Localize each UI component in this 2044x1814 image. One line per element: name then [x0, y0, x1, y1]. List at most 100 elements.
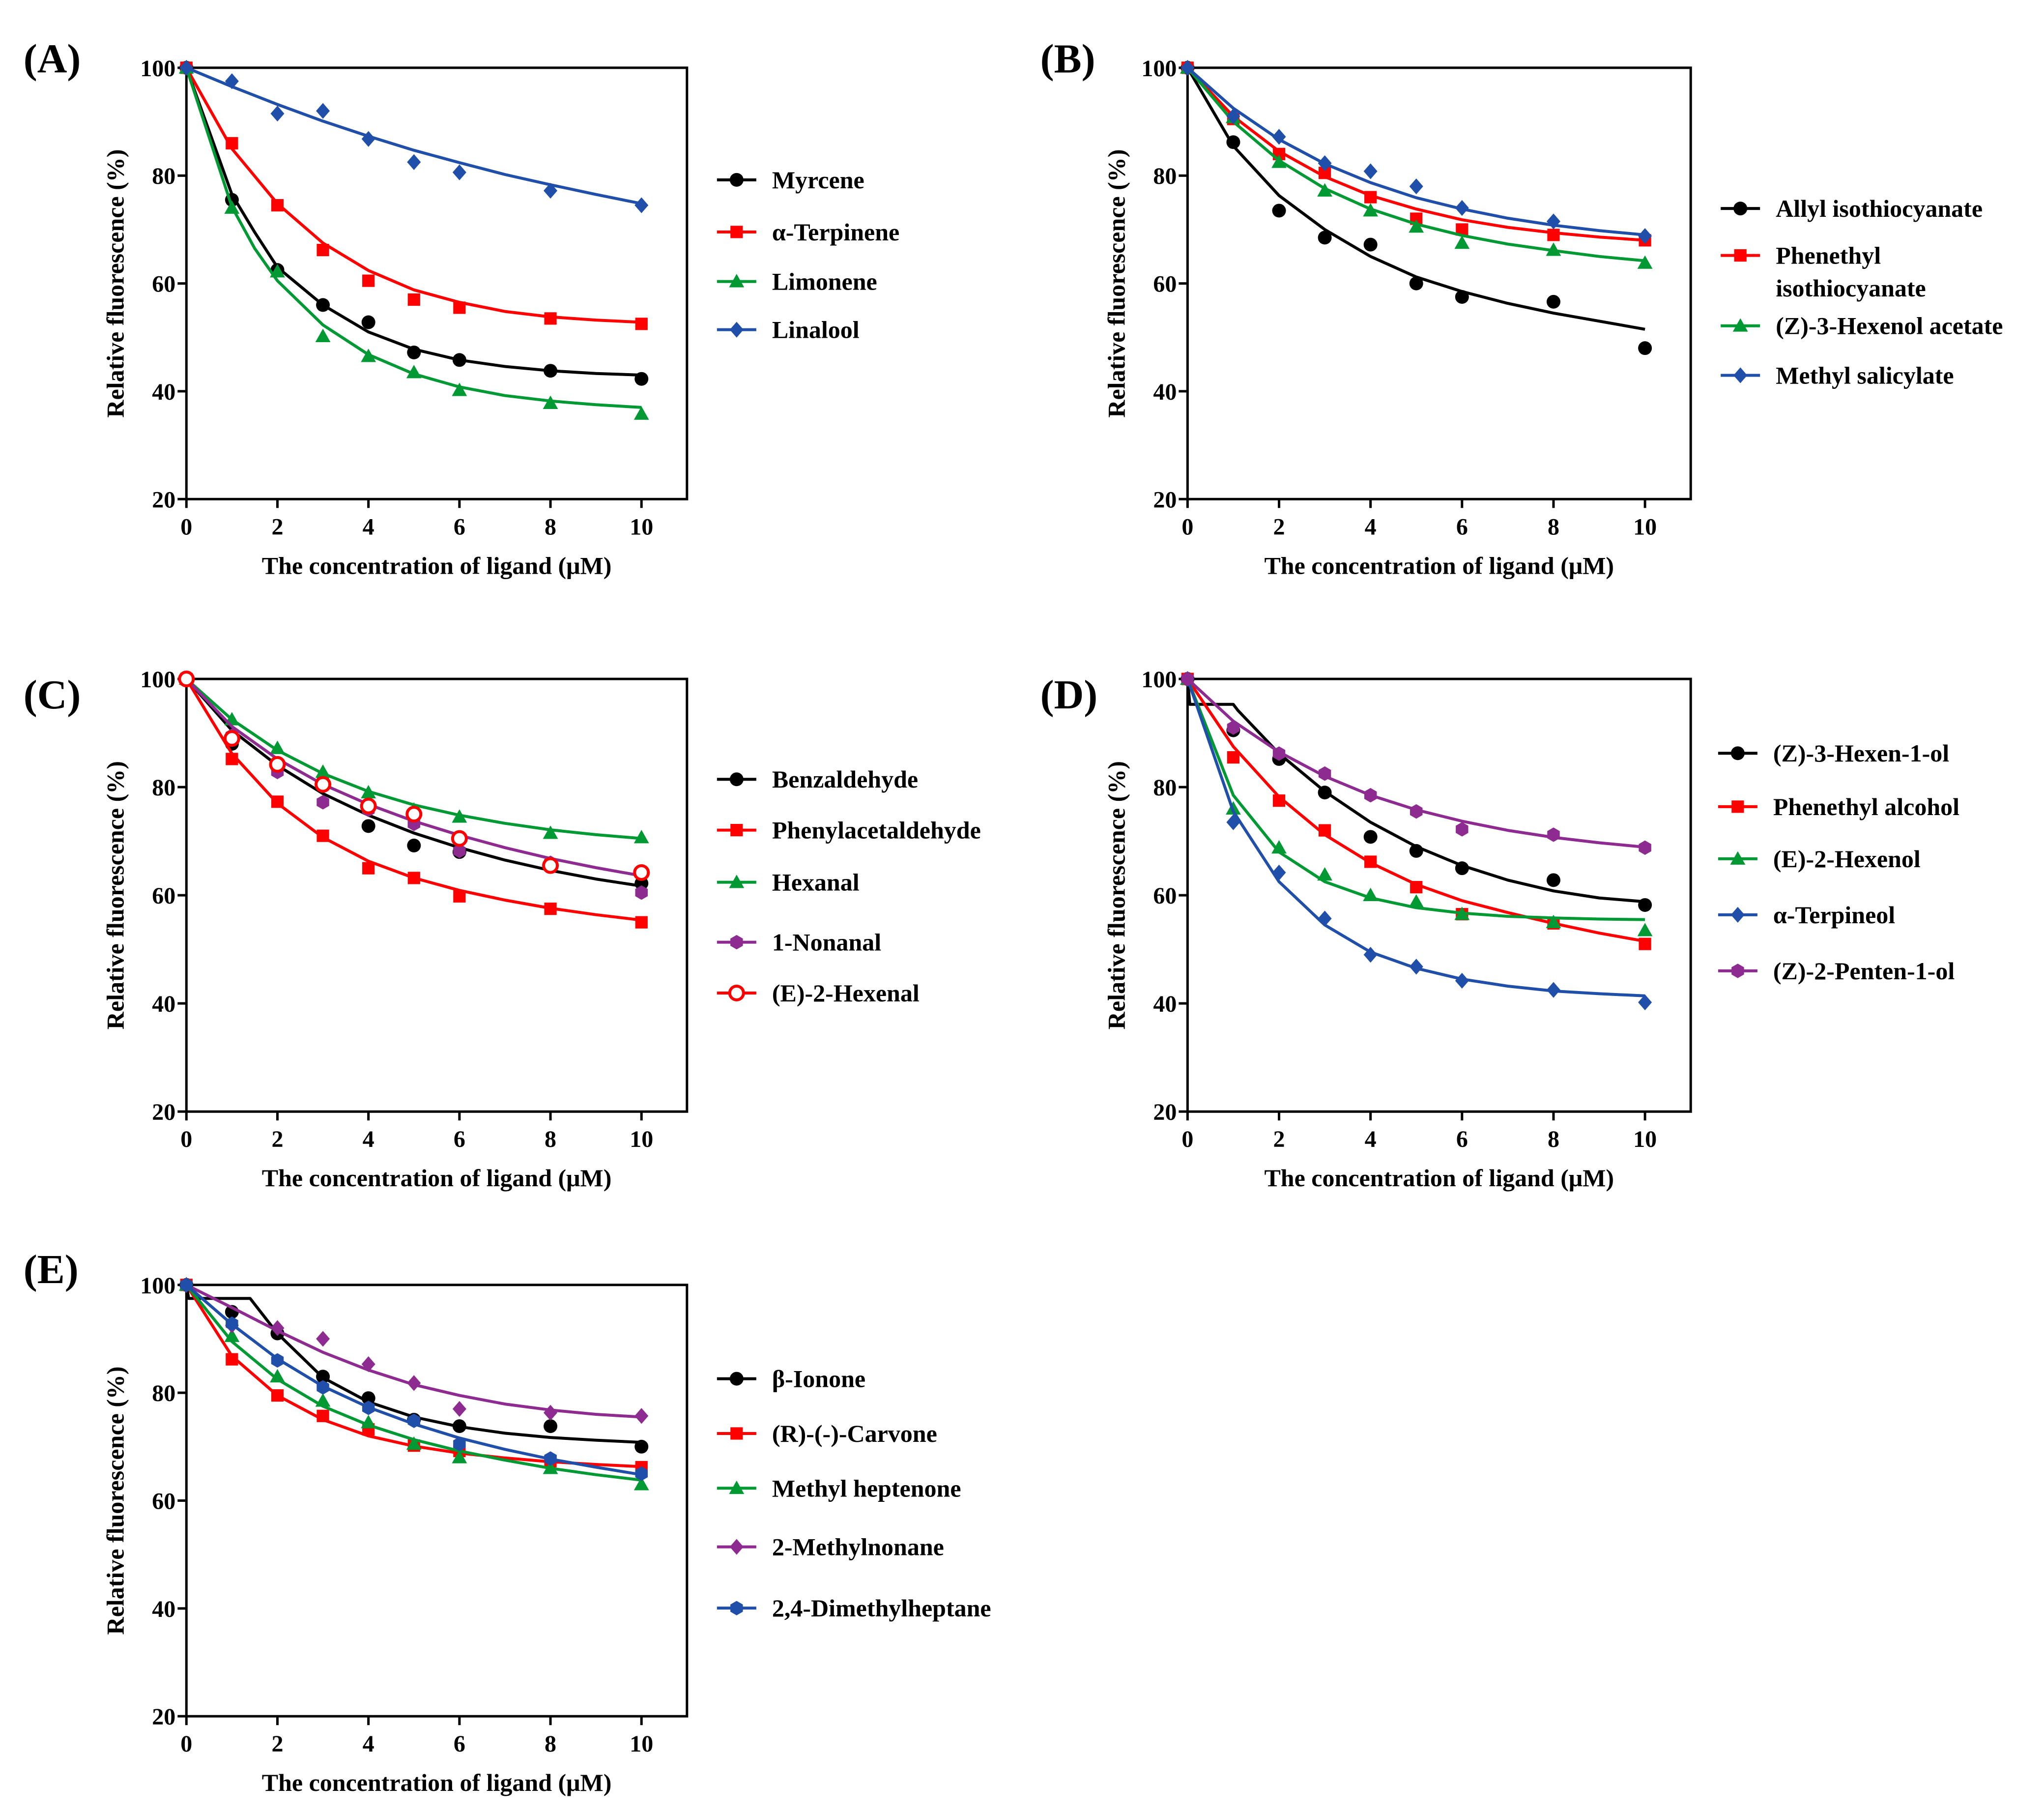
- y-tick-label: 40: [152, 379, 175, 405]
- data-point: [1409, 219, 1424, 233]
- y-tick-label: 60: [152, 883, 175, 909]
- legend-label: Limonene: [772, 268, 877, 295]
- data-point: [317, 1409, 329, 1422]
- x-tick-label: 4: [363, 514, 374, 540]
- panel-d: (D) 20 40 60 80 100 0 2 4 6 8 10 The concentration o…: [1040, 667, 1960, 1192]
- data-point: [271, 1389, 284, 1402]
- data-point: [1455, 290, 1469, 304]
- data-point: [226, 1317, 238, 1331]
- data-point: [452, 809, 467, 823]
- data-point: [1546, 294, 1560, 309]
- legend-label: Linalool: [772, 316, 860, 344]
- data-point: [1363, 163, 1378, 179]
- y-tick-label: 40: [1153, 991, 1177, 1017]
- legend-label: (E)-2-Hexenal: [772, 979, 920, 1007]
- data-point: [1318, 766, 1331, 781]
- x-tick-label: 4: [363, 1731, 374, 1757]
- data-point: [543, 825, 558, 839]
- data-point: [1454, 235, 1470, 249]
- x-tick-label: 4: [1365, 1126, 1377, 1152]
- legend-item: Phenethyl alcohol: [1718, 793, 1959, 820]
- data-point: [406, 365, 422, 379]
- x-axis-title: The concentration of ligand (μM): [1264, 1164, 1614, 1192]
- x-tick-label: 10: [1633, 1126, 1657, 1152]
- legend-label: (Z)-3-Hexenol acetate: [1776, 312, 2003, 340]
- panel-c: (C) 20 40 60 80 100 0 2 4 6 8 10 The concentration o…: [24, 667, 981, 1192]
- series-terpinene: [180, 61, 648, 330]
- x-tick-label: 2: [1273, 1126, 1285, 1152]
- data-point: [1363, 887, 1379, 902]
- legend-item: Methyl salicylate: [1721, 361, 1954, 389]
- x-tick-label: 8: [545, 1731, 556, 1757]
- data-point: [316, 298, 330, 312]
- data-point: [224, 1328, 240, 1342]
- data-point: [361, 349, 376, 362]
- legend-label: Methyl salicylate: [1776, 361, 1954, 389]
- data-point: [453, 301, 466, 314]
- data-point: [634, 1439, 649, 1454]
- data-point: [1227, 751, 1240, 764]
- data-point: [226, 753, 238, 765]
- legend-marker: [730, 823, 743, 837]
- legend-item: Phenethyl isothiocyanate: [1721, 242, 1926, 302]
- x-axis-title: The concentration of ligand (μM): [262, 552, 612, 579]
- y-axis-title: Relative fluorescence (%): [1102, 149, 1130, 418]
- data-point: [543, 395, 558, 409]
- fit-line: [185, 1285, 642, 1444]
- y-tick-label: 100: [1141, 667, 1177, 693]
- legend-marker: [1731, 800, 1744, 813]
- data-point: [407, 838, 421, 852]
- series-z-3-hexen-1-ol: [1180, 672, 1652, 912]
- data-point: [1639, 840, 1651, 855]
- data-point: [362, 274, 375, 287]
- data-point: [1410, 881, 1423, 894]
- data-point: [270, 264, 285, 278]
- legend-marker: [1733, 367, 1748, 383]
- legend-marker: [730, 935, 743, 950]
- data-point: [544, 312, 557, 325]
- data-point: [361, 785, 376, 799]
- data-point: [1637, 255, 1653, 269]
- data-point: [270, 740, 285, 754]
- data-point: [544, 903, 557, 915]
- data-point: [360, 797, 377, 815]
- data-point: [1318, 231, 1332, 245]
- data-point: [316, 1331, 330, 1347]
- legend-marker: [729, 772, 744, 787]
- legend-label: (E)-2-Hexenol: [1773, 845, 1921, 873]
- data-point: [453, 1436, 466, 1452]
- legend-item: 1-Nonanal: [717, 929, 881, 956]
- y-axis-title: Relative fluorescence (%): [101, 1366, 129, 1635]
- legend-item: (Z)-2-Penten-1-ol: [1718, 957, 1955, 985]
- panel-e: (E) 20 40 60 80 100 0 2 4 6 8 10 The concentration o…: [24, 1247, 991, 1796]
- x-tick-label: 6: [454, 1731, 465, 1757]
- data-point: [362, 1401, 375, 1415]
- fit-line: [185, 678, 642, 888]
- data-point: [452, 382, 467, 396]
- data-point: [1637, 923, 1653, 936]
- data-point: [544, 182, 558, 199]
- data-point: [1409, 959, 1423, 975]
- legend-label: 1-Nonanal: [772, 929, 881, 956]
- legend-marker: [729, 1372, 744, 1386]
- panel-label: (B): [1040, 36, 1095, 82]
- data-point: [1546, 873, 1560, 887]
- data-point: [1272, 864, 1286, 881]
- data-point: [1546, 242, 1561, 256]
- data-point: [361, 1356, 375, 1373]
- data-point: [635, 885, 648, 900]
- y-tick-label: 100: [140, 56, 175, 82]
- y-tick-label: 20: [152, 1099, 175, 1125]
- data-point: [1180, 59, 1195, 76]
- data-point: [407, 154, 421, 170]
- legend-label: (Z)-2-Penten-1-ol: [1773, 957, 1955, 985]
- legend-item: Allyl isothiocyanate: [1721, 195, 1983, 222]
- data-point: [1546, 982, 1560, 998]
- series-1-nonanal: [180, 672, 648, 900]
- series-2-4-dimethylheptane: [180, 1278, 648, 1481]
- legend-item: Hexanal: [717, 869, 860, 896]
- x-tick-label: 8: [1548, 514, 1559, 540]
- x-tick-label: 0: [1181, 514, 1193, 540]
- data-point: [1410, 804, 1423, 819]
- data-point: [362, 862, 375, 875]
